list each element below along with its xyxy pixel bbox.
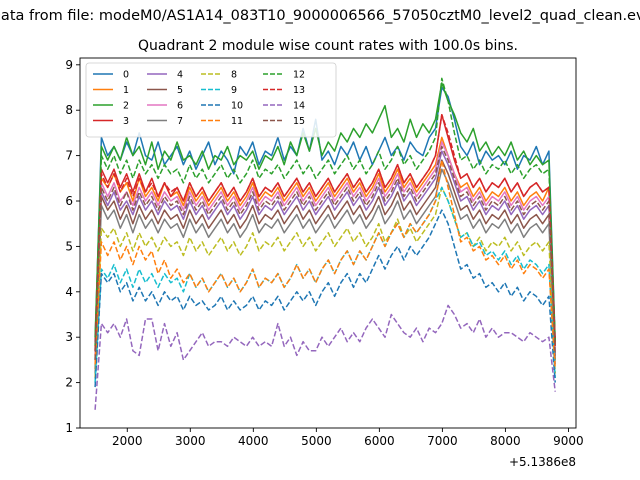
figure-suptitle: Data from file: modeM0/AS1A14_083T10_900…: [0, 8, 640, 24]
legend-box: [85, 62, 337, 138]
series-line-13: [94, 113, 556, 351]
x-tick-label: 6000: [364, 434, 395, 448]
series-line-8: [94, 186, 556, 379]
y-tick-label: 3: [65, 330, 73, 344]
legend-label-13: 13: [293, 85, 305, 96]
y-tick-label: 7: [65, 149, 73, 163]
legend-label-2: 2: [123, 101, 129, 112]
legend-label-3: 3: [123, 116, 129, 127]
y-tick-label: 2: [65, 376, 73, 390]
x-tick-label: 2000: [112, 434, 143, 448]
series-group: [94, 77, 556, 410]
legend-label-1: 1: [123, 85, 129, 96]
series-line-14: [94, 304, 556, 410]
x-tick-label: 3000: [175, 434, 206, 448]
y-tick-label: 5: [65, 239, 73, 253]
legend-label-4: 4: [177, 70, 183, 81]
y-tick-label: 6: [65, 194, 73, 208]
legend-label-11: 11: [231, 116, 243, 127]
axes-group: 2000 3000 4000 5000 6000 7000 8000 900012345678…: [65, 57, 584, 448]
x-tick-label: 9000: [553, 434, 584, 448]
legend-label-0: 0: [123, 70, 129, 81]
series-line-4: [94, 150, 556, 360]
legend-label-10: 10: [231, 101, 243, 112]
x-tick-label: 4000: [238, 434, 269, 448]
y-tick-label: 4: [65, 285, 73, 299]
series-line-7: [94, 168, 556, 374]
series-line-2: [94, 82, 556, 347]
chart-title: Quadrant 2 module wise count rates with …: [138, 38, 518, 54]
y-tick-label: 8: [65, 103, 73, 117]
legend-label-15: 15: [293, 116, 305, 127]
x-tick-label: 7000: [427, 434, 458, 448]
x-tick-label: 8000: [490, 434, 521, 448]
series-line-6: [94, 141, 556, 356]
x-tick-label: 5000: [301, 434, 332, 448]
series-line-10: [94, 209, 556, 388]
legend-label-9: 9: [231, 85, 237, 96]
x-axis-offset-label: +5.1386e8: [509, 455, 576, 469]
series-line-5: [94, 159, 556, 370]
legend-label-12: 12: [293, 70, 305, 81]
legend-label-5: 5: [177, 85, 183, 96]
legend-label-14: 14: [293, 101, 305, 112]
y-tick-label: 9: [65, 58, 73, 72]
y-tick-label: 1: [65, 421, 73, 435]
legend-label-7: 7: [177, 116, 183, 127]
series-line-15: [94, 145, 556, 360]
series-line-11: [94, 159, 556, 370]
axes-frame: [79, 57, 577, 429]
legend-label-6: 6: [177, 101, 183, 112]
legend-label-8: 8: [231, 70, 237, 81]
